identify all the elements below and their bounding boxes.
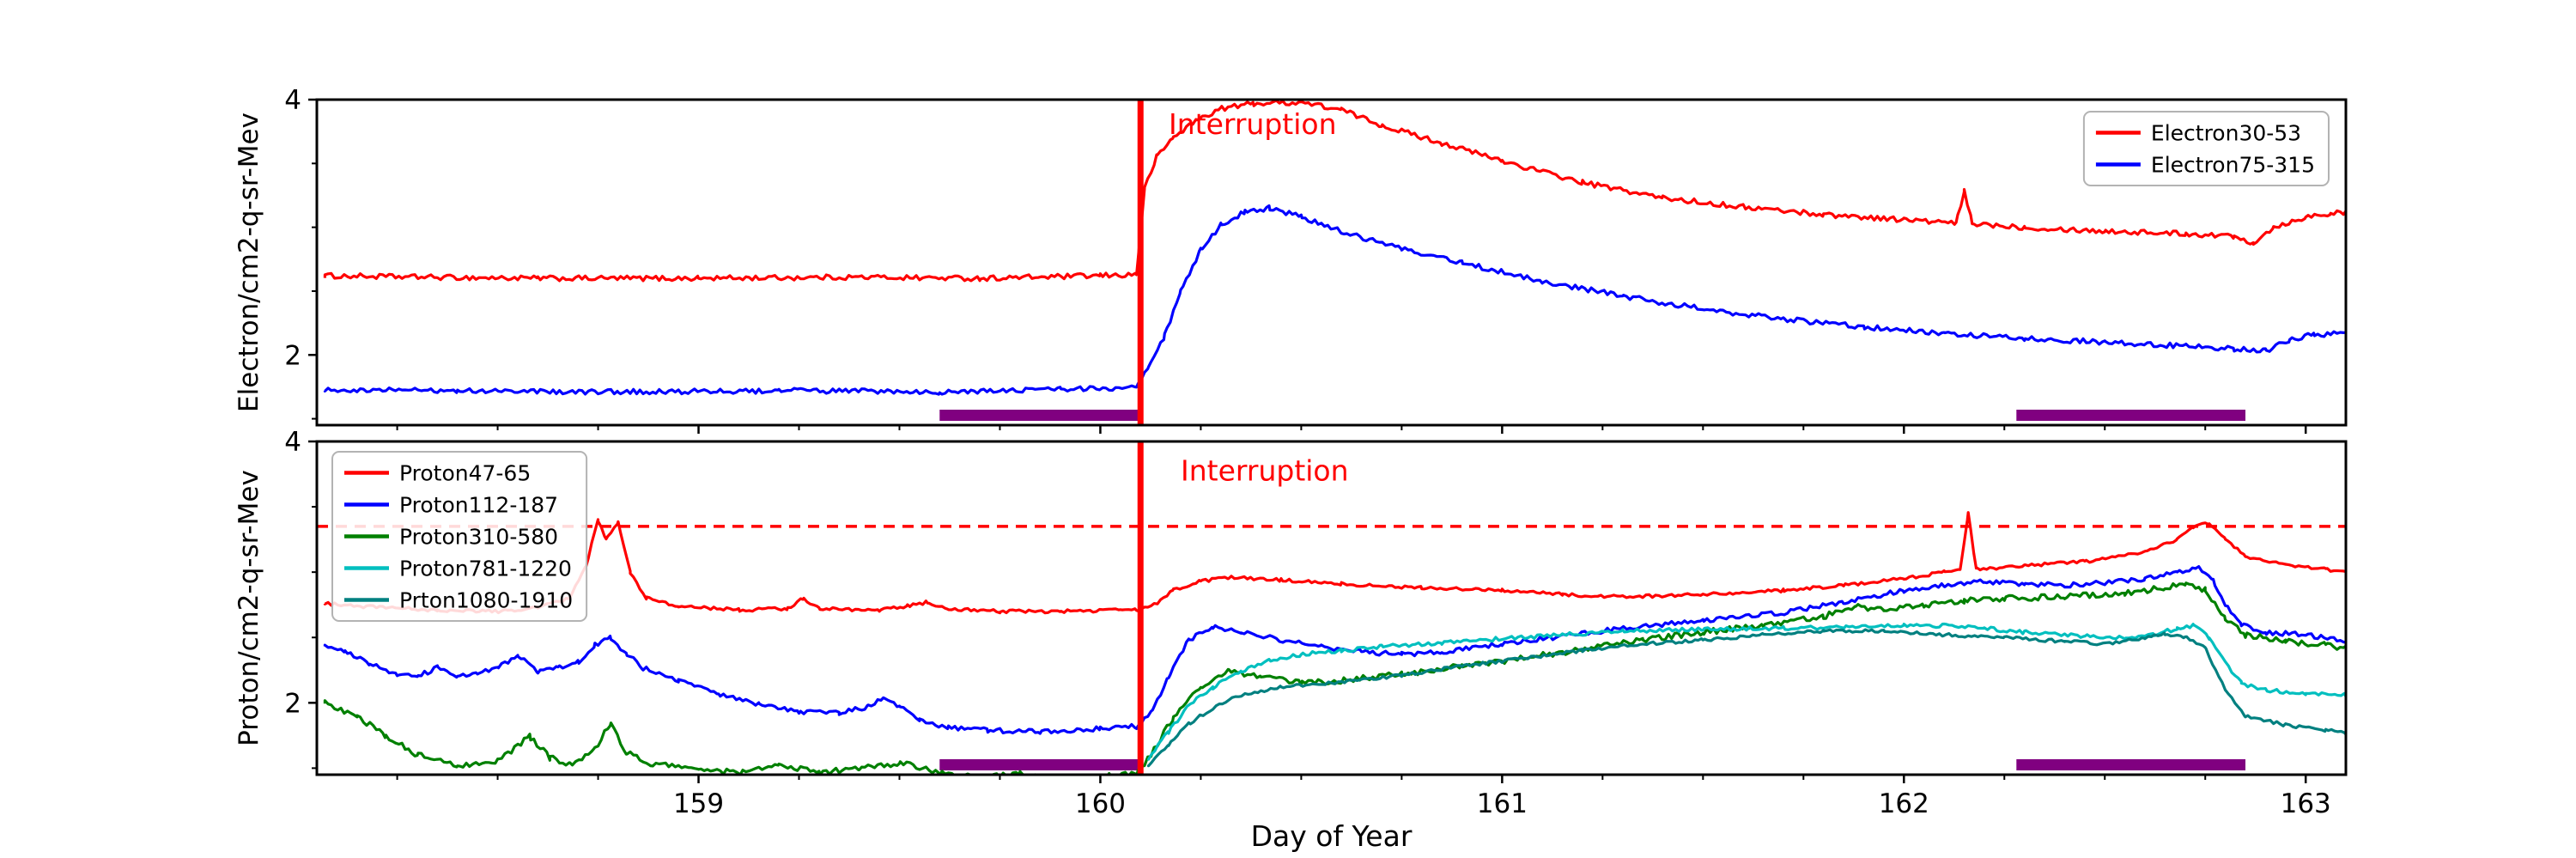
interruption-label: Interruption <box>1169 107 1337 141</box>
series-line-Electron75-315 <box>323 204 2346 396</box>
legend-label: Prton1080-1910 <box>399 588 573 613</box>
x-tick-label: 161 <box>1477 788 1528 819</box>
series-line-Proton47-65 <box>323 511 2346 615</box>
y-axis-label: Proton/cm2-q-sr-Mev <box>234 470 264 746</box>
interruption-label: Interruption <box>1181 454 1349 488</box>
panel-proton-flux: Interruption 159 160 161 162 163 2 4 Proton/cm2-… <box>234 427 2348 853</box>
axes-frame <box>315 440 2348 776</box>
series-line-Proton781-1220 <box>1147 622 2346 761</box>
legend-label: Proton47-65 <box>399 461 531 486</box>
x-tick-label: 160 <box>1075 788 1126 819</box>
legend-label: Proton112-187 <box>399 493 558 518</box>
legend-box <box>2082 111 2330 186</box>
data-gap-bar <box>939 410 1141 421</box>
y-tick-label: 4 <box>284 85 301 116</box>
x-tick-label: 162 <box>1879 788 1929 819</box>
series-line-Electron30-53 <box>323 100 2346 283</box>
y-tick-label: 2 <box>284 688 301 719</box>
series-line-Proton112-187 <box>323 565 2346 735</box>
y-tick-label: 2 <box>284 340 301 371</box>
data-gap-bar <box>939 759 1141 770</box>
axis-ticks: 24 <box>284 85 2307 434</box>
legend-label: Electron75-315 <box>2151 153 2315 178</box>
legend: Electron30-53 Electron75-315 <box>2082 111 2330 186</box>
data-gap-bar <box>2016 410 2246 421</box>
x-axis-label: Day of Year <box>1251 819 1413 853</box>
series-line-Proton310-580 <box>323 581 2346 775</box>
x-tick-label: 159 <box>673 788 724 819</box>
legend-label: Proton781-1220 <box>399 557 572 581</box>
legend: Proton47-65 Proton112-187 Proton310-580 Pro… <box>331 451 588 622</box>
data-gap-bar <box>2016 759 2246 770</box>
legend-label: Electron30-53 <box>2151 121 2301 146</box>
x-tick-label: 163 <box>2281 788 2331 819</box>
legend-label: Proton310-580 <box>399 525 558 550</box>
series-line-Prton1080-1910 <box>1147 628 2346 768</box>
y-axis-label: Electron/cm2-q-sr-Mev <box>234 113 264 412</box>
y-tick-label: 4 <box>284 427 301 458</box>
legend-box <box>331 451 588 622</box>
axes-frame <box>315 98 2348 427</box>
axis-ticks: 159 160 161 162 163 2 4 <box>284 427 2331 819</box>
